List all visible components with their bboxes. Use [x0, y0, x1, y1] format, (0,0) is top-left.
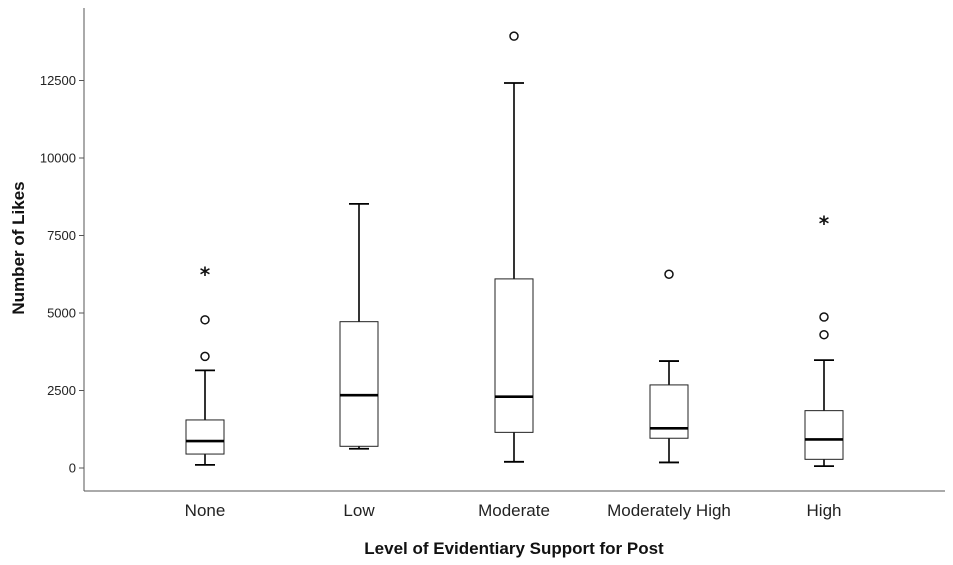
outlier-point [819, 312, 829, 322]
x-tick-label: Low [343, 501, 375, 520]
x-axis-title: Level of Evidentiary Support for Post [364, 539, 664, 558]
y-tick-label: 2500 [47, 383, 76, 398]
axes [83, 8, 945, 492]
outlier-point [819, 329, 829, 340]
box-low [339, 202, 379, 450]
extreme-outlier-point: * [200, 263, 211, 287]
x-tick-labels: None Low Moderate Moderately High High [185, 501, 842, 520]
x-tick-label: High [807, 501, 842, 520]
outlier-point [509, 31, 519, 41]
extreme-outlier-point: * [819, 212, 830, 236]
iqr-box [649, 384, 689, 439]
box-moderate [494, 31, 534, 463]
y-tick-label: 0 [69, 461, 76, 476]
y-tick-label: 7500 [47, 228, 76, 243]
iqr-box [339, 321, 379, 447]
box-high: * [804, 212, 844, 468]
x-tick-label: Moderately High [607, 501, 731, 520]
y-tick-label: 5000 [47, 306, 76, 321]
outlier-point [200, 351, 210, 362]
box-moderately-high [649, 269, 689, 464]
y-ticks: 0 2500 5000 7500 10000 12500 [40, 73, 84, 476]
box-none: * [185, 263, 225, 466]
outlier-point [664, 269, 674, 279]
y-tick-label: 12500 [40, 73, 76, 88]
iqr-box [494, 278, 534, 433]
boxes: ** [185, 31, 844, 468]
iqr-box [804, 410, 844, 460]
x-tick-label: None [185, 501, 226, 520]
y-axis-title: Number of Likes [9, 181, 28, 314]
x-tick-label: Moderate [478, 501, 550, 520]
y-tick-label: 10000 [40, 151, 76, 166]
outlier-point [200, 315, 210, 325]
iqr-box [185, 419, 225, 455]
